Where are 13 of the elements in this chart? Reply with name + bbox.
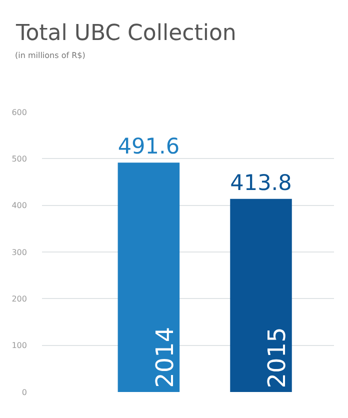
data-label: 491.6	[118, 134, 180, 160]
data-label: 413.8	[230, 171, 292, 196]
y-tick-label: 400	[12, 201, 27, 210]
y-tick-label: 200	[12, 294, 27, 304]
x-tick-label: 2014	[150, 326, 179, 388]
y-tick-label: 0	[22, 388, 27, 397]
y-tick-label: 600	[12, 108, 27, 117]
y-tick-label: 500	[12, 154, 27, 164]
chart-title: Total UBC Collection	[15, 21, 236, 46]
x-tick-label: 2015	[263, 327, 292, 388]
y-tick-label: 300	[12, 248, 27, 257]
chart-subtitle: (in millions of R$)	[15, 51, 86, 60]
y-tick-label: 100	[12, 341, 27, 350]
